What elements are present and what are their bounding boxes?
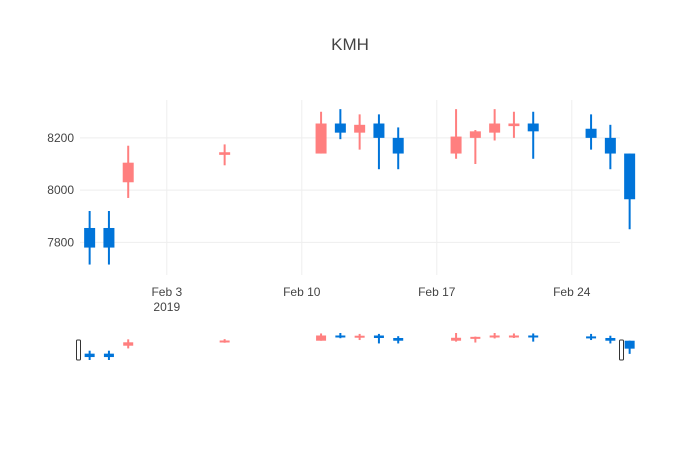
candle-body[interactable]: [624, 153, 636, 200]
candle[interactable]: [373, 114, 385, 170]
slider-candle: [123, 339, 134, 349]
candle-body[interactable]: [604, 137, 616, 154]
candle[interactable]: [392, 127, 404, 170]
candle[interactable]: [219, 144, 231, 166]
candle[interactable]: [489, 109, 501, 141]
x-tick-label: Feb 24: [553, 285, 591, 299]
slider-candle: [605, 335, 616, 344]
slider-candle-body: [316, 335, 327, 341]
y-tick-label: 8200: [47, 131, 74, 145]
candle[interactable]: [84, 211, 96, 265]
slider-candle-body: [470, 336, 481, 339]
candle[interactable]: [334, 109, 346, 140]
slider-candle-body: [335, 335, 346, 338]
x-tick-sublabel: 2019: [153, 300, 180, 314]
candle[interactable]: [604, 124, 616, 170]
candle-body[interactable]: [84, 227, 96, 248]
candle-body[interactable]: [392, 137, 404, 154]
candle[interactable]: [315, 111, 327, 154]
candle[interactable]: [469, 130, 481, 164]
candle-body[interactable]: [585, 128, 597, 138]
slider-candle-body: [123, 342, 134, 346]
slider-candle: [470, 336, 481, 343]
candle[interactable]: [450, 109, 462, 159]
slider-candle: [335, 333, 346, 339]
candle-body[interactable]: [354, 124, 366, 133]
slider-candle-body: [489, 335, 500, 338]
y-tick-label: 7800: [47, 235, 74, 249]
slider-candle: [586, 333, 597, 341]
slider-candle-body: [219, 340, 230, 343]
candle-body[interactable]: [122, 162, 134, 183]
y-tick-label: 8000: [47, 183, 74, 197]
candle[interactable]: [527, 111, 539, 159]
candle-body[interactable]: [103, 227, 115, 248]
x-tick-label: Feb 3: [151, 285, 182, 299]
candle[interactable]: [122, 145, 134, 198]
slider-candle-body: [451, 337, 462, 341]
slider-candle-body: [393, 337, 404, 341]
slider-candle: [354, 333, 365, 341]
range-slider-left-handle[interactable]: [76, 339, 81, 361]
candle[interactable]: [508, 111, 520, 138]
range-slider-right-handle[interactable]: [619, 339, 624, 361]
candle[interactable]: [354, 114, 366, 150]
slider-candle-body: [84, 353, 95, 358]
slider-candle-body: [373, 335, 384, 338]
range-slider[interactable]: [76, 333, 635, 361]
slider-candle: [624, 340, 635, 354]
slider-candle: [84, 350, 95, 360]
candle-body[interactable]: [489, 123, 501, 133]
slider-candle-body: [605, 337, 616, 341]
candle-body[interactable]: [373, 123, 385, 138]
slider-candle: [103, 350, 114, 360]
slider-candle: [451, 333, 462, 342]
slider-candle-body: [528, 335, 539, 338]
candle-body[interactable]: [219, 152, 231, 155]
candle[interactable]: [585, 114, 597, 150]
candle-body[interactable]: [334, 123, 346, 133]
candle-body[interactable]: [508, 123, 520, 127]
slider-candle: [489, 333, 500, 339]
candle[interactable]: [624, 153, 636, 230]
candle-body[interactable]: [527, 123, 539, 132]
slider-candle: [373, 333, 384, 344]
candle-body[interactable]: [469, 131, 481, 138]
candles-layer[interactable]: [84, 109, 636, 265]
slider-candle-body: [624, 340, 635, 349]
candle-body[interactable]: [450, 136, 462, 154]
y-axis-ticks: 7800 8000 8200: [47, 131, 74, 249]
slider-candle-body: [354, 335, 365, 338]
slider-candle-body: [586, 336, 597, 339]
grid-layer: [80, 100, 620, 275]
candle-body[interactable]: [315, 123, 327, 154]
candle[interactable]: [103, 211, 115, 265]
slider-candle-body: [508, 335, 519, 338]
x-tick-label: Feb 10: [283, 285, 321, 299]
slider-candle: [528, 333, 539, 342]
chart-title: KMH: [331, 35, 369, 54]
slider-candle: [393, 336, 404, 344]
slider-candle: [316, 333, 327, 341]
slider-candle: [219, 339, 230, 343]
slider-candle-body: [103, 353, 114, 358]
x-tick-label: Feb 17: [418, 285, 456, 299]
slider-candle: [508, 333, 519, 338]
